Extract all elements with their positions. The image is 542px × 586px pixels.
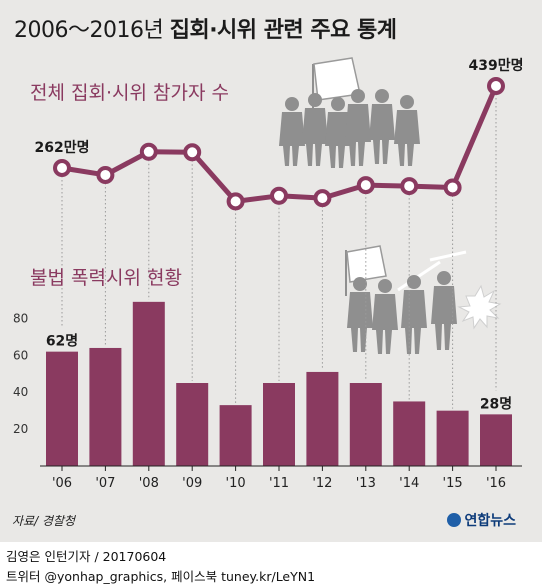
line-point-16 [487, 77, 505, 95]
brand-name: 연합뉴스 [464, 513, 516, 529]
line-point-10 [226, 192, 245, 211]
bar-15 [436, 410, 469, 466]
chart-area: 전체 집회·시위 참가자 수 262만명 439만명 불법 폭력시위 현황 20 4… [13, 57, 523, 491]
line-point-11 [270, 186, 288, 205]
line-point-13 [356, 176, 375, 195]
y-tick-label-40: 40 [13, 385, 28, 399]
x-tick-label-14: '14 [399, 476, 419, 491]
x-tick-label-11: '11 [269, 476, 289, 491]
bar-13 [349, 383, 382, 466]
violent-protest-icon [345, 245, 502, 354]
credit-author: 김영은 인턴기자 / 20170604 [6, 549, 167, 564]
x-tick-label-16: '16 [486, 476, 506, 491]
violent-protests-bar-chart: 불법 폭력시위 현황 20 40 60 80 '06 '07 '08 '09 '10 '11 '12… [13, 267, 522, 491]
line-point-09 [183, 143, 202, 162]
credit-social: 트위터 @yonhap_graphics, 페이스북 tuney.kr/LeYN… [6, 569, 316, 584]
bar-09 [176, 383, 209, 466]
bar-08 [132, 301, 165, 466]
y-tick-label-80: 80 [13, 311, 28, 325]
y-tick-label-20: 20 [13, 422, 28, 436]
bar-value-label: 62명 [46, 333, 78, 350]
x-tick-label-06: '06 [52, 476, 72, 491]
x-tick-label-10: '10 [226, 476, 246, 491]
bar-07 [89, 347, 122, 466]
x-tick-label-13: '13 [356, 476, 376, 491]
line-point-07 [96, 165, 115, 184]
bar-16 [480, 414, 512, 466]
page-title: 2006～2016년 집회·시위 관련 주요 통계 [14, 12, 397, 44]
line-point-06 [53, 159, 71, 177]
x-tick-label-08: '08 [139, 476, 159, 491]
line-point-15 [443, 178, 462, 197]
bar-10 [219, 405, 252, 466]
bar-14 [393, 401, 426, 466]
yonhap-logo-icon [447, 513, 462, 527]
line-point-08 [139, 142, 158, 161]
line-value-label: 262만명 [35, 139, 90, 156]
line-chart-title: 전체 집회·시위 참가자 수 [30, 82, 229, 104]
title-subject: 집회·시위 관련 주요 통계 [169, 18, 397, 43]
x-tick-label-15: '15 [443, 476, 463, 491]
x-tick-label-12: '12 [312, 476, 332, 491]
x-tick-label-09: '09 [182, 476, 202, 491]
y-tick-label-60: 60 [13, 348, 28, 362]
bar-06 [46, 351, 78, 466]
source-note: 자료/ 경찰청 [12, 514, 76, 528]
bar-chart-title: 불법 폭력시위 현황 [30, 267, 182, 289]
protest-crowd-icon [279, 57, 420, 168]
line-point-12 [313, 189, 332, 208]
brand-logo: 연합뉴스 [447, 510, 516, 530]
bar-12 [306, 371, 339, 466]
line-point-14 [400, 177, 419, 196]
bar-value-label: 28명 [480, 395, 512, 412]
bar-11 [263, 383, 295, 466]
line-value-label: 439만명 [469, 57, 524, 74]
participants-line-chart: 전체 집회·시위 참가자 수 262만명 439만명 [30, 57, 523, 409]
title-period: 2006～2016년 [14, 18, 164, 43]
x-tick-label-07: '07 [95, 476, 115, 491]
